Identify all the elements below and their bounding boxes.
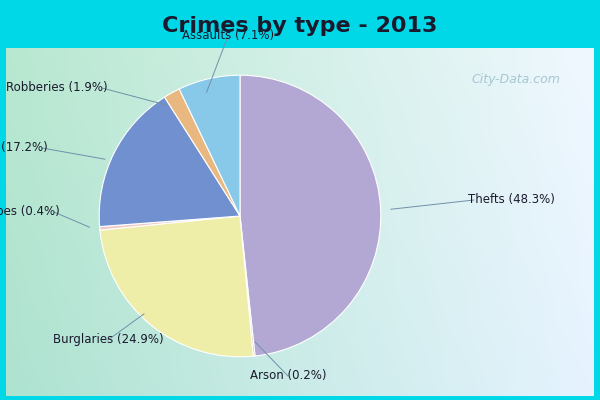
Text: Robberies (1.9%): Robberies (1.9%) xyxy=(7,82,108,94)
Text: Assaults (7.1%): Assaults (7.1%) xyxy=(182,30,274,42)
Wedge shape xyxy=(240,75,381,356)
Wedge shape xyxy=(100,216,240,230)
Wedge shape xyxy=(240,216,255,356)
Text: Rapes (0.4%): Rapes (0.4%) xyxy=(0,206,60,218)
Text: Crimes by type - 2013: Crimes by type - 2013 xyxy=(163,16,437,36)
Wedge shape xyxy=(100,216,253,357)
Text: Arson (0.2%): Arson (0.2%) xyxy=(250,370,326,382)
Text: Auto thefts (17.2%): Auto thefts (17.2%) xyxy=(0,142,48,154)
Text: City-Data.com: City-Data.com xyxy=(472,74,560,86)
Wedge shape xyxy=(164,89,240,216)
Text: Burglaries (24.9%): Burglaries (24.9%) xyxy=(53,334,163,346)
Text: Thefts (48.3%): Thefts (48.3%) xyxy=(468,194,555,206)
Wedge shape xyxy=(99,97,240,227)
Wedge shape xyxy=(179,75,240,216)
